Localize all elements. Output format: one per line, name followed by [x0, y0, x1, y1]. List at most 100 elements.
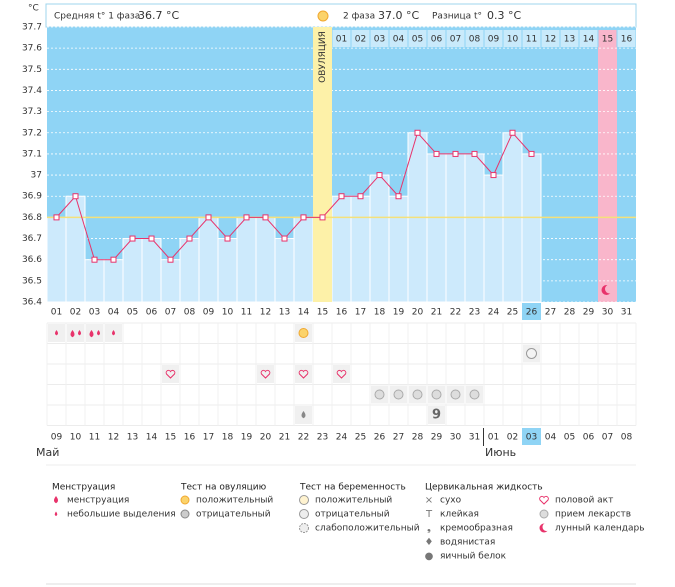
temperature-point: [452, 150, 459, 157]
date-label: 15: [165, 433, 176, 443]
x-tick-label: 20: [412, 308, 424, 318]
date-label: 16: [184, 433, 196, 443]
cycle-day-label: 13: [564, 35, 575, 45]
ovulation-label: ОВУЛЯЦИЯ: [318, 31, 328, 83]
x-tick-label: 29: [583, 308, 595, 318]
month-label: Июнь: [485, 446, 516, 459]
phase1-value: 36.7 °C: [138, 9, 179, 22]
temperature-point: [186, 235, 193, 242]
x-tick-label: 19: [393, 308, 405, 318]
x-tick-label: 12: [260, 308, 271, 318]
legend-item: яичный белок: [440, 552, 507, 562]
temperature-point: [338, 193, 345, 200]
heart-icon: [260, 369, 271, 379]
cycle-day-label: 08: [469, 35, 481, 45]
icon-cell: [86, 324, 103, 342]
legend-icon: [542, 523, 551, 531]
date-label: 14: [146, 433, 158, 443]
date-label: 13: [127, 433, 138, 443]
y-tick-label: 36.9: [22, 192, 42, 202]
cycle-day-cell: [370, 30, 389, 47]
legend-icon: ●: [425, 551, 434, 562]
legend-item: водянистая: [440, 538, 495, 548]
cycle-day-cell: [408, 30, 427, 47]
menstruation-icon: [89, 330, 94, 338]
date-label: 01: [488, 433, 499, 443]
temperature-point: [205, 214, 212, 221]
pregnancy-test-icon: [526, 348, 537, 359]
x-tick-label: 11: [241, 308, 252, 318]
diff-label: Разница t°: [432, 12, 482, 22]
date-label: 30: [450, 433, 462, 443]
today-date-box: [522, 428, 541, 445]
cycle-day-cell: [617, 30, 636, 47]
legend-item: лунный календарь: [555, 524, 645, 534]
spotting-icon: [55, 330, 58, 336]
date-label: 07: [602, 433, 613, 443]
medication-icon: [469, 389, 480, 400]
cycle-day-label: 09: [488, 35, 500, 45]
cycle-day-label: 14: [583, 35, 595, 45]
legend-icon: [299, 509, 309, 519]
x-tick-label: 17: [355, 308, 366, 318]
x-tick-label: 18: [374, 308, 386, 318]
temperature-bar: [122, 238, 143, 303]
temperature-point: [129, 235, 136, 242]
temperature-bar: [65, 195, 86, 303]
y-tick-label: 37.1: [22, 149, 42, 159]
egg-white-icon: [301, 411, 306, 419]
date-label: 28: [412, 433, 424, 443]
menstruation-icon: [97, 330, 100, 336]
temperature-point: [110, 256, 117, 263]
legend-title: Тест на овуляцию: [180, 483, 267, 493]
cycle-day-cell: [351, 30, 370, 47]
temperature-point: [433, 150, 440, 157]
icon-cell: [257, 365, 274, 383]
highlight-column: [598, 47, 617, 302]
cycle-day-label: 03: [374, 35, 385, 45]
temperature-point: [72, 193, 79, 200]
phase2-label: 2 фаза: [343, 12, 375, 22]
ovulation-test-icon: [298, 328, 309, 338]
y-tick-label: 36.4: [22, 298, 42, 308]
x-tick-label: 22: [450, 308, 461, 318]
legend-icon: [299, 523, 309, 533]
temperature-point: [53, 214, 60, 221]
creamy-icon: 9: [432, 408, 441, 423]
cycle-day-cell: [484, 30, 503, 47]
temperature-bar: [103, 259, 124, 303]
icon-cell: [67, 324, 84, 342]
legend-icon: T: [425, 509, 433, 520]
temperature-point: [376, 172, 383, 179]
legend-icon: [539, 509, 549, 519]
x-tick-label: 21: [431, 308, 442, 318]
icon-cell: [428, 406, 445, 424]
x-tick-label: 26: [526, 308, 538, 318]
x-tick-label: 24: [488, 308, 500, 318]
temperature-bar: [483, 174, 504, 303]
date-label: 12: [108, 433, 119, 443]
temperature-point: [414, 129, 421, 136]
y-tick-label: 37.3: [22, 107, 42, 117]
cycle-day-label: 15: [602, 35, 613, 45]
temperature-bar: [331, 195, 352, 303]
y-tick-label: 37: [31, 171, 42, 181]
temperature-bar: [84, 259, 105, 303]
legend-item: половой акт: [555, 496, 613, 506]
temperature-point: [319, 214, 326, 221]
date-label: 02: [507, 433, 518, 443]
legend-item: отрицательный: [315, 510, 390, 520]
temperature-bar: [293, 216, 314, 303]
date-label: 04: [545, 433, 557, 443]
temperature-point: [490, 172, 497, 179]
medication-icon: [393, 389, 404, 400]
moon-cut: [605, 284, 614, 294]
temperature-point: [471, 150, 478, 157]
temperature-line: [56, 131, 532, 261]
phase2-value: 37.0 °C: [378, 9, 419, 22]
cycle-day-cell: [389, 30, 408, 47]
x-tick-label: 30: [602, 308, 614, 318]
temperature-bar: [445, 153, 466, 303]
cycle-day-cell: [522, 30, 541, 47]
legend-item: положительный: [196, 496, 273, 506]
